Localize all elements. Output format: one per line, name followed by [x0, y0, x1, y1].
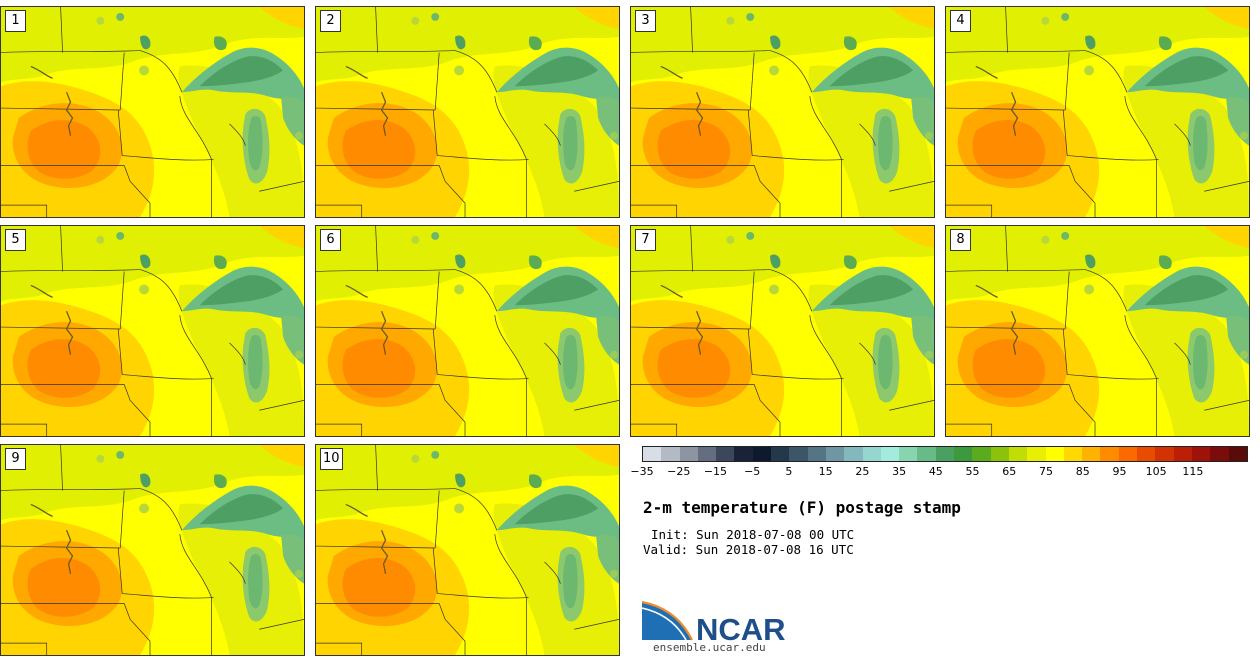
map-panel-9: 9: [0, 444, 305, 656]
colorbar-segment: [1027, 447, 1046, 461]
colorbar-tick-label: 115: [1182, 465, 1204, 478]
temperature-map: [1, 445, 304, 655]
chart-title: 2-m temperature (F) postage stamp: [643, 498, 961, 517]
member-number-label: 1: [5, 10, 26, 32]
colorbar-tick-label: 25: [855, 465, 870, 478]
colorbar-segment: [862, 447, 881, 461]
colorbar-tick-label: 35: [892, 465, 907, 478]
colorbar-segment: [697, 447, 717, 461]
colorbar-segment: [917, 447, 936, 461]
member-number-label: 5: [5, 229, 26, 251]
colorbar-segment: [1045, 447, 1064, 461]
valid-time: Valid: Sun 2018-07-08 16 UTC: [643, 542, 854, 557]
colorbar-segment: [1082, 447, 1101, 461]
colorbar-segment: [716, 447, 735, 461]
temperature-map: [1, 226, 304, 436]
colorbar-segment: [1191, 447, 1211, 461]
member-number-label: 4: [950, 10, 971, 32]
colorbar-segment: [789, 447, 808, 461]
colorbar-tick-label: 5: [785, 465, 793, 478]
map-panel-4: 4: [945, 6, 1250, 218]
colorbar-segment: [1228, 447, 1247, 461]
map-panel-2: 2: [315, 6, 620, 218]
colorbar-segment: [679, 447, 698, 461]
temperature-map: [631, 7, 934, 217]
colorbar-tick-label: 45: [928, 465, 943, 478]
colorbar-segment: [661, 447, 680, 461]
colorbar-segment: [954, 447, 973, 461]
ncar-logo: NCAR: [642, 600, 786, 644]
colorbar-segment: [990, 447, 1009, 461]
colorbar-segment: [1063, 447, 1083, 461]
colorbar-segment: [1173, 447, 1192, 461]
temperature-map: [1, 7, 304, 217]
colorbar-tick-label: 75: [1039, 465, 1053, 478]
map-panel-7: 7: [630, 225, 935, 437]
colorbar-segment: [825, 447, 845, 461]
colorbar-segment: [752, 447, 772, 461]
colorbar-tick-label: −35: [630, 465, 654, 478]
colorbar-segment: [880, 447, 900, 461]
map-panel-1: 1: [0, 6, 305, 218]
colorbar-tick-label: −15: [703, 465, 728, 478]
colorbar-segment: [1008, 447, 1028, 461]
map-panel-10: 10: [315, 444, 620, 656]
colorbar-segment: [935, 447, 955, 461]
temperature-map: [946, 226, 1249, 436]
member-number-label: 10: [320, 448, 343, 470]
temperature-colorbar: [642, 446, 1248, 462]
member-number-label: 3: [635, 10, 656, 32]
init-time: Init: Sun 2018-07-08 00 UTC: [651, 527, 855, 542]
colorbar-segment: [1137, 447, 1156, 461]
map-panel-6: 6: [315, 225, 620, 437]
colorbar-segment: [1118, 447, 1138, 461]
map-panel-8: 8: [945, 225, 1250, 437]
colorbar-segment: [972, 447, 991, 461]
member-number-label: 9: [5, 448, 26, 470]
member-number-label: 2: [320, 10, 341, 32]
colorbar-ticks: −35 −25 −15 −5 5 15 25 35 45 55 65 75 85 95 105 115: [630, 465, 1248, 481]
member-number-label: 8: [950, 229, 971, 251]
colorbar-tick-label: −25: [667, 465, 691, 478]
colorbar-segment: [899, 447, 918, 461]
colorbar-segment: [1100, 447, 1119, 461]
colorbar-tick-label: 85: [1075, 465, 1090, 478]
member-number-label: 7: [635, 229, 656, 251]
colorbar-segment: [1210, 447, 1229, 461]
colorbar-segment: [844, 447, 863, 461]
temperature-map: [316, 7, 619, 217]
source-url: ensemble.ucar.edu: [653, 641, 766, 654]
colorbar-tick-label: 55: [965, 465, 980, 478]
temperature-map: [946, 7, 1249, 217]
colorbar-segment: [771, 447, 790, 461]
colorbar-tick-label: 15: [818, 465, 833, 478]
colorbar-tick-label: −5: [744, 465, 761, 478]
colorbar-tick-label: 95: [1112, 465, 1127, 478]
colorbar-segment: [1155, 447, 1174, 461]
colorbar-segment: [643, 447, 662, 461]
map-panel-5: 5: [0, 225, 305, 437]
member-number-label: 6: [320, 229, 341, 251]
temperature-map: [316, 445, 619, 655]
colorbar-segment: [734, 447, 753, 461]
colorbar-segment: [807, 447, 826, 461]
colorbar-tick-label: 65: [1002, 465, 1017, 478]
logo-wordmark: NCAR: [696, 612, 786, 644]
temperature-map: [631, 226, 934, 436]
colorbar-tick-label: 105: [1145, 465, 1167, 478]
map-panel-3: 3: [630, 6, 935, 218]
temperature-map: [316, 226, 619, 436]
